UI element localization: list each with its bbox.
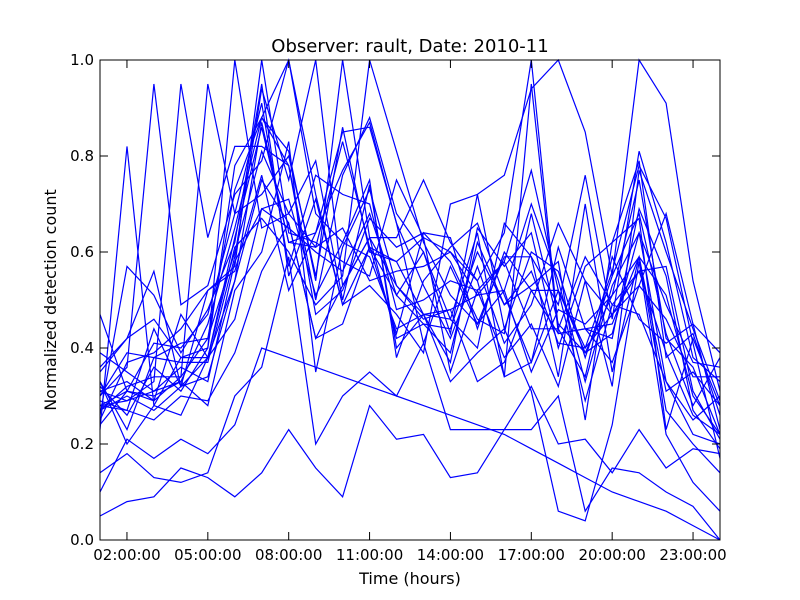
x-tick-label: 17:00:00 [498,546,565,564]
x-tick-label: 08:00:00 [255,546,322,564]
y-tick-label: 0.4 [70,339,94,357]
series-line-1 [99,394,721,541]
series-line-21 [99,103,721,407]
y-tick-label: 0.8 [70,147,94,165]
x-tick-label: 11:00:00 [336,546,403,564]
y-tick-label: 1.0 [70,51,94,69]
series-line-4 [99,141,721,522]
y-tick-label: 0.2 [70,435,94,453]
y-tick-label: 0.6 [70,243,94,261]
x-tick-label: 14:00:00 [417,546,484,564]
y-axis-label: Normalized detection count [41,189,60,411]
series-line-13 [99,59,721,430]
x-tick-label: 05:00:00 [174,546,241,564]
series-line-2 [99,347,721,541]
series-line-20 [99,58,721,416]
series-line-10 [99,59,721,440]
x-tick-label: 02:00:00 [93,546,160,564]
series-line-19 [99,59,721,445]
x-axis-ticks: 02:00:00 05:00:00 08:00:00 11:00:00 14:00:00… [93,60,727,564]
x-tick-label: 20:00:00 [578,546,645,564]
y-tick-label: 0.0 [70,531,94,549]
y-axis-ticks: 0.0 0.2 0.4 0.6 0.8 1.0 [70,51,720,549]
x-axis-label: Time (hours) [358,569,461,588]
series-line-3 [99,256,721,484]
series-line-7 [99,115,721,432]
series-layer [99,58,721,541]
chart-title: Observer: rault, Date: 2010-11 [271,36,548,57]
series-line-8 [99,207,720,446]
plot-frame [99,59,721,541]
series-line-23 [99,149,721,416]
x-tick-label: 23:00:00 [659,546,726,564]
series-line-24 [99,198,721,421]
series-line-9 [99,122,721,435]
series-line-22 [99,120,721,421]
series-line-12 [99,83,721,411]
